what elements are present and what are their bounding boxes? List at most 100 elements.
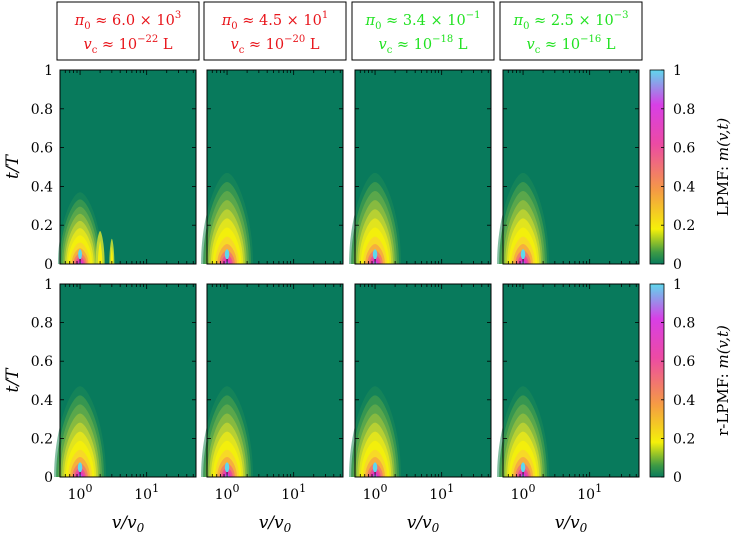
- panel-r1-c3: [349, 69, 492, 265]
- param-box-3: π0 ≈ 3.4 × 10−1vc ≈ 10−18 L: [351, 1, 495, 61]
- pi0-text: π0 ≈ 2.5 × 10−3: [513, 10, 629, 32]
- pi0-symbol: π: [74, 13, 85, 29]
- colorbar-frame: [649, 283, 665, 478]
- pi0-sub: 0: [231, 21, 237, 32]
- vc-value: ≈ 10: [97, 37, 137, 53]
- x-axis-label-sub: 0: [284, 521, 292, 535]
- secondary-plume-core-1: [97, 240, 103, 264]
- colorbar-tick-label: 1: [673, 63, 682, 79]
- y-tick-label: 1: [44, 277, 53, 293]
- main-plume-peak: [520, 249, 526, 260]
- x-tick-label: 100: [363, 482, 388, 503]
- x-tick-label: 101: [429, 482, 454, 503]
- vc-sub: c: [387, 45, 393, 56]
- colorbar-tick-label: 1: [673, 277, 682, 293]
- x-axis-label: v/v0: [259, 513, 292, 535]
- vc-sub: c: [92, 45, 98, 56]
- colorbar-tick-label: 0: [673, 470, 682, 486]
- x-tick-exponent: 0: [85, 482, 92, 495]
- vc-unit: L: [453, 37, 468, 53]
- colorbar-tick-label: 0.4: [673, 393, 695, 409]
- x-tick-exponent: 1: [595, 482, 602, 495]
- main-plume-peak: [78, 249, 82, 260]
- y-tick-label: 0.8: [31, 316, 53, 332]
- vc-text: vc ≈ 10−22 L: [84, 34, 173, 56]
- y-tick-label: 0.4: [31, 393, 53, 409]
- pi0-sub: 0: [84, 21, 90, 32]
- x-tick-label: 101: [281, 482, 306, 503]
- vc-sub: c: [239, 45, 245, 56]
- x-tick-label: 100: [68, 482, 93, 503]
- colorbar-label-function: m(v,t): [714, 325, 732, 369]
- x-tick-exponent: 1: [447, 482, 454, 495]
- main-plume-peak: [372, 249, 378, 260]
- main-plume-peak: [224, 249, 230, 260]
- x-axis-label-main: v/v: [112, 513, 137, 533]
- vc-value: ≈ 10: [540, 37, 580, 53]
- pi0-symbol: π: [365, 13, 376, 29]
- param-box-frame: [351, 1, 495, 61]
- panel-frame: [502, 283, 640, 478]
- y-tick-label: 1: [44, 63, 53, 79]
- vc-symbol: v: [84, 37, 93, 53]
- vc-symbol: v: [379, 37, 388, 53]
- vc-value: ≈ 10: [244, 37, 284, 53]
- axis-labels: t/Tt/Tv/v0 v/v0 v/v0 v/v0: [3, 153, 588, 535]
- colorbar-1: 0 0.2 0.4 0.6 0.8 1 LPMF: m(v,t): [649, 63, 732, 273]
- colorbar-gradient: [650, 284, 664, 477]
- colorbar-tick-label: 0.8: [673, 102, 695, 118]
- panel-frame: [354, 283, 492, 478]
- pi0-value: ≈ 4.5 × 10: [238, 13, 322, 29]
- pi0-exp: 1: [322, 10, 328, 21]
- panel-r1-c2: [201, 69, 344, 265]
- x-tick-exponent: 1: [152, 482, 159, 495]
- y-axis-label: t/T: [3, 153, 23, 179]
- y-tick-label: 0: [44, 257, 53, 273]
- vc-text: vc ≈ 10−16 L: [527, 34, 616, 56]
- y-axis-label: t/T: [3, 367, 23, 393]
- param-box-frame: [203, 1, 347, 61]
- pi0-value: ≈ 2.5 × 10: [529, 13, 613, 29]
- vc-text: vc ≈ 10−20 L: [231, 34, 320, 56]
- x-tick-label: 100: [511, 482, 536, 503]
- colorbar-tick-label: 0.6: [673, 354, 695, 370]
- vc-unit: L: [601, 37, 616, 53]
- colorbar-label-function: m(v,t): [714, 118, 732, 162]
- x-axis-label-main: v/v: [407, 513, 432, 533]
- pi0-value: ≈ 3.4 × 10: [381, 13, 465, 29]
- colorbars: 0 0.2 0.4 0.6 0.8 1 LPMF: m(v,t) 0 0.2 0.4 0.6 0.8 1…: [649, 63, 732, 486]
- vc-exp: −16: [580, 34, 601, 45]
- y-tick-label: 0.6: [31, 354, 53, 370]
- colorbar-frame: [649, 69, 665, 265]
- x-tick-label: 100: [215, 482, 240, 503]
- pi0-symbol: π: [513, 13, 524, 29]
- param-box-frame: [56, 1, 200, 61]
- panel-r2-c3: 100 101: [349, 283, 492, 503]
- x-axis-label-main: v/v: [555, 513, 580, 533]
- param-box-frame: [499, 1, 643, 61]
- panel-frame: [206, 283, 344, 478]
- colorbar-tick-label: 0.8: [673, 316, 695, 332]
- pi0-exp: −3: [614, 10, 629, 21]
- colorbar-tick-label: 0.2: [673, 218, 695, 234]
- colorbar-2: 0 0.2 0.4 0.6 0.8 1 r-LPMF: m(v,t): [649, 277, 732, 486]
- x-tick-exponent: 0: [232, 482, 239, 495]
- pi0-exp: −1: [466, 10, 481, 21]
- secondary-plume-core-2: [110, 246, 114, 264]
- main-plume-peak: [77, 462, 83, 473]
- pi0-exp: 3: [175, 10, 181, 21]
- vc-sub: c: [535, 45, 541, 56]
- param-box-4: π0 ≈ 2.5 × 10−3vc ≈ 10−16 L: [499, 1, 643, 61]
- colorbar-gradient: [650, 70, 664, 264]
- pi0-value: ≈ 6.0 × 10: [91, 13, 175, 29]
- pi0-sub: 0: [523, 21, 529, 32]
- x-tick-label: 101: [577, 482, 602, 503]
- colorbar-label-prefix: r-LPMF:: [714, 369, 732, 436]
- y-tick-label: 0.6: [31, 141, 53, 157]
- y-tick-label: 0: [44, 470, 53, 486]
- x-tick-exponent: 0: [528, 482, 535, 495]
